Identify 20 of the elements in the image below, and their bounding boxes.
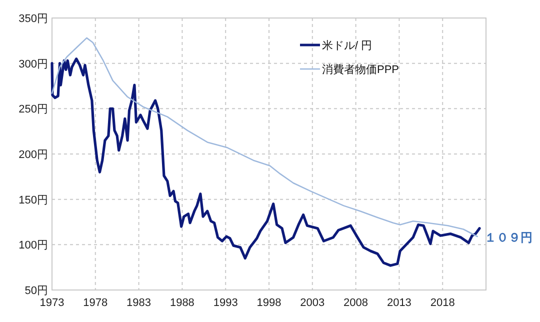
y-tick-label: 250円 [18, 104, 48, 116]
y-tick-label: 100円 [18, 240, 48, 252]
y-tick-label: 150円 [18, 194, 48, 206]
y-tick-label: 200円 [18, 149, 48, 161]
y-tick-label: 50円 [24, 285, 48, 297]
x-tick-label: 1993 [213, 297, 238, 309]
x-tick-label: 2003 [300, 297, 325, 309]
x-tick-label: 2018 [430, 297, 455, 309]
legend-label: 米ドル/ 円 [322, 39, 372, 52]
x-tick-label: 2013 [386, 297, 412, 309]
x-tick-label: 1973 [40, 297, 64, 309]
legend-label: 消費者物価PPP [322, 63, 400, 76]
y-tick-label: 350円 [18, 13, 48, 25]
x-tick-label: 1988 [170, 297, 194, 309]
x-tick-label: 1978 [83, 297, 108, 309]
x-tick-label: 1998 [256, 297, 282, 309]
x-tick-label: 2008 [344, 297, 368, 309]
x-tick-label: 1983 [126, 297, 152, 309]
y-tick-label: 300円 [18, 58, 48, 70]
annotation: １０９円 [484, 230, 532, 245]
